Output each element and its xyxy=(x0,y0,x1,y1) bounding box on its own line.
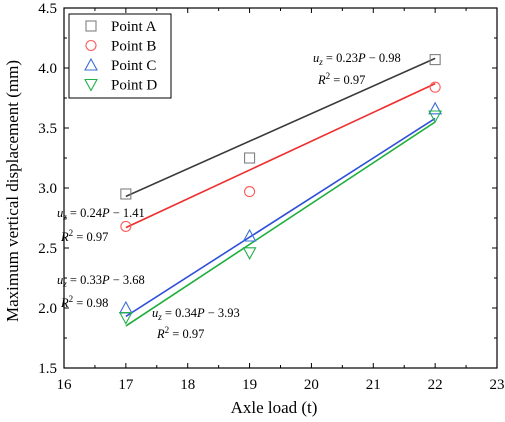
data-point xyxy=(120,220,132,232)
legend-marker xyxy=(84,78,98,92)
x-tick-label: 22 xyxy=(428,377,443,393)
y-tick-label: 4.5 xyxy=(38,1,57,17)
data-point xyxy=(118,300,133,314)
data-point xyxy=(429,81,441,93)
data-point xyxy=(120,188,132,200)
legend: Point A Point B Point C Point D xyxy=(68,13,172,99)
r-squared-label: R2 = 0.97 xyxy=(60,228,108,244)
x-tick-label: 23 xyxy=(490,377,505,393)
r-squared-label: R2 = 0.97 xyxy=(317,71,365,87)
y-tick-label: 4.0 xyxy=(38,61,57,77)
y-tick-label: 2.5 xyxy=(38,241,57,257)
x-tick-label: 19 xyxy=(242,377,257,393)
legend-marker xyxy=(85,39,97,52)
data-point xyxy=(242,228,257,242)
data-point xyxy=(428,101,443,115)
legend-label: Point C xyxy=(111,58,156,74)
data-point xyxy=(244,186,256,198)
equations: uz = 0.23P − 0.98 R2 = 0.97 uz = 0.24P − 1… xyxy=(57,51,401,341)
x-tick-label: 16 xyxy=(57,377,73,393)
data-point xyxy=(244,152,256,164)
x-tick-label: 20 xyxy=(304,377,319,393)
legend-label: Point A xyxy=(111,19,157,35)
fit-lines xyxy=(125,57,436,327)
data-point xyxy=(242,247,257,260)
legend-label: Point B xyxy=(111,39,156,55)
fit-equation: uz = 0.24P − 1.41 xyxy=(57,206,145,222)
fit-line-4 xyxy=(125,121,436,327)
legend-label: Point D xyxy=(111,78,157,94)
x-tick-label: 17 xyxy=(118,377,134,393)
data-point xyxy=(428,110,443,124)
fit-line-3 xyxy=(125,117,436,318)
data-point xyxy=(429,54,441,66)
x-tick-label: 21 xyxy=(366,377,381,393)
markers xyxy=(118,54,443,325)
y-tick-label: 3.0 xyxy=(38,181,57,197)
fit-equation: uz = 0.23P − 0.98 xyxy=(313,51,401,67)
legend-marker xyxy=(85,20,97,32)
legend-marker xyxy=(84,57,98,71)
fit-equation: uz = 0.33P − 3.68 xyxy=(57,273,145,289)
y-tick-label: 2.0 xyxy=(38,301,57,317)
x-axis-title: Axle load (t) xyxy=(231,398,318,417)
fit-equation: uz = 0.34P − 3.93 xyxy=(152,306,240,322)
data-point xyxy=(118,312,133,325)
fit-line-1 xyxy=(125,57,436,198)
y-tick-label: 3.5 xyxy=(38,121,57,137)
y-axis-title: Maximum vertical displacement (mm) xyxy=(3,60,22,322)
r-squared-label: R2 = 0.97 xyxy=(156,325,204,341)
fit-line-2 xyxy=(125,82,436,229)
r-squared-label: R2 = 0.98 xyxy=(60,294,108,310)
axis-ticks xyxy=(63,7,498,369)
tick-labels: 16 17 18 19 20 21 22 23 1.5 2.0 2.5 3.0 3.5 4.0 4.5 xyxy=(38,1,504,393)
y-tick-label: 1.5 xyxy=(38,361,57,377)
x-tick-label: 18 xyxy=(180,377,195,393)
